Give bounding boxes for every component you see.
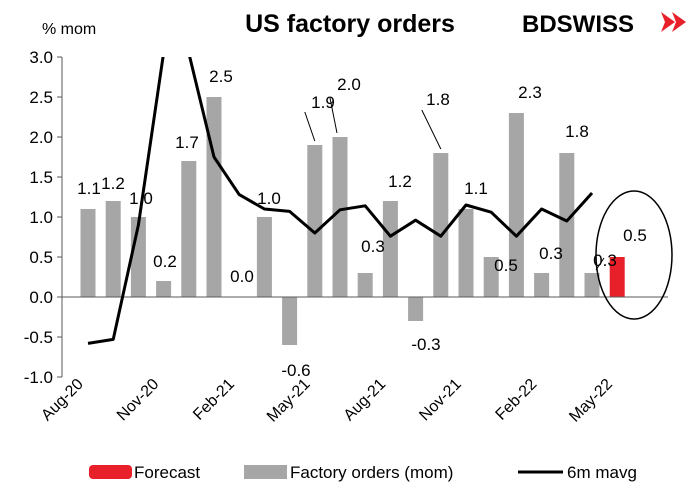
bar [80,209,96,297]
bar [458,209,474,297]
bar [307,145,323,297]
legend-item-forecast: Forecast [89,463,200,482]
data-label: -0.3 [411,335,440,354]
leader-line [329,97,338,134]
legend: Forecast Factory orders (mom) 6m mavg [89,463,637,482]
legend-item-factory-orders: Factory orders (mom) [244,463,453,482]
data-label: 1.8 [565,122,589,141]
y-tick-label: 2.0 [29,128,53,147]
y-tick-label: 0.0 [29,288,53,307]
data-label: 1.0 [257,189,281,208]
bar [433,153,449,297]
svg-text:BDSWISS: BDSWISS [522,11,634,38]
x-axis: Aug-20 Nov-20 Feb-21 May-21 Aug-21 Nov-21 Feb-… [38,296,668,426]
x-tick-label: May-21 [264,376,314,426]
y-tick-label: -0.5 [24,328,53,347]
data-label: 1.2 [101,174,125,193]
bar [584,273,600,297]
mavg-series [87,57,594,345]
leader-line [421,109,442,150]
data-label: 2.0 [337,75,361,94]
data-label: 0.0 [230,267,254,286]
y-tick-label: 2.5 [29,88,53,107]
bar [382,201,398,297]
leader-line [304,111,316,142]
bar [332,137,348,297]
bar [559,153,575,297]
x-tick-label: Aug-21 [341,376,390,425]
x-tick-label: May-22 [566,376,616,426]
y-tick-label: 1.5 [29,168,53,187]
bar [156,281,172,297]
data-label: 0.3 [539,244,563,263]
data-label: 1.9 [311,93,335,112]
data-labels: 1.1 1.21.00.21.72.50.01.0-0.61.92.00.31.2… [77,67,647,380]
y-tick-label: 0.5 [29,248,53,267]
data-label: 1.1 [464,179,488,198]
data-label: 1.8 [426,90,450,109]
legend-label-factory-orders: Factory orders (mom) [290,463,453,482]
forecast-highlight-circle [595,190,673,320]
y-axis: -1.0 -0.5 0.0 0.5 1.0 1.5 2.0 2.5 3.0 [24,48,63,387]
legend-swatch-forecast [89,465,132,479]
bar [408,297,424,321]
bar [483,257,499,297]
x-tick-label: Feb-21 [190,376,238,424]
logo-swiss-text: SWISS [557,11,634,38]
legend-swatch-factory-orders [244,465,287,479]
y-tick-label: -1.0 [24,368,53,387]
bar [282,297,298,345]
x-tick-label: Feb-22 [493,376,541,424]
forecast-bar [609,257,625,297]
bar [534,273,550,297]
data-label: 2.3 [518,83,542,102]
data-label: 1.0 [129,189,153,208]
data-label: 0.2 [153,252,177,271]
y-axis-unit-label: % mom [42,21,96,38]
annotations [304,97,673,320]
bar [105,201,121,297]
bar [508,113,524,297]
bar [181,161,197,297]
legend-label-forecast: Forecast [134,463,200,482]
y-tick-label: 3.0 [29,48,53,67]
data-label: 2.5 [209,67,233,86]
legend-item-6m-mavg: 6m mavg [518,463,637,482]
data-label: 0.5 [623,226,647,245]
data-label: 1.2 [388,172,412,191]
chart-title: US factory orders [245,10,455,38]
x-tick-label: Nov-20 [114,376,163,425]
bar-series [80,97,625,345]
data-label: 1.7 [175,133,199,152]
brand-arrows-icon [661,12,686,32]
data-label: 1.1 [77,179,101,198]
y-tick-label: 1.0 [29,208,53,227]
data-label: 0.3 [361,237,385,256]
data-label: 0.5 [494,256,518,275]
x-tick-label: Nov-21 [416,376,465,425]
mavg-line [87,57,594,345]
bar [206,97,222,297]
data-label: -0.6 [281,361,310,380]
bar [357,273,373,297]
brand-logo: BDSWISS [522,11,686,38]
bar [256,217,272,297]
legend-label-6m-mavg: 6m mavg [567,463,637,482]
logo-bd-text: BD [522,11,557,38]
